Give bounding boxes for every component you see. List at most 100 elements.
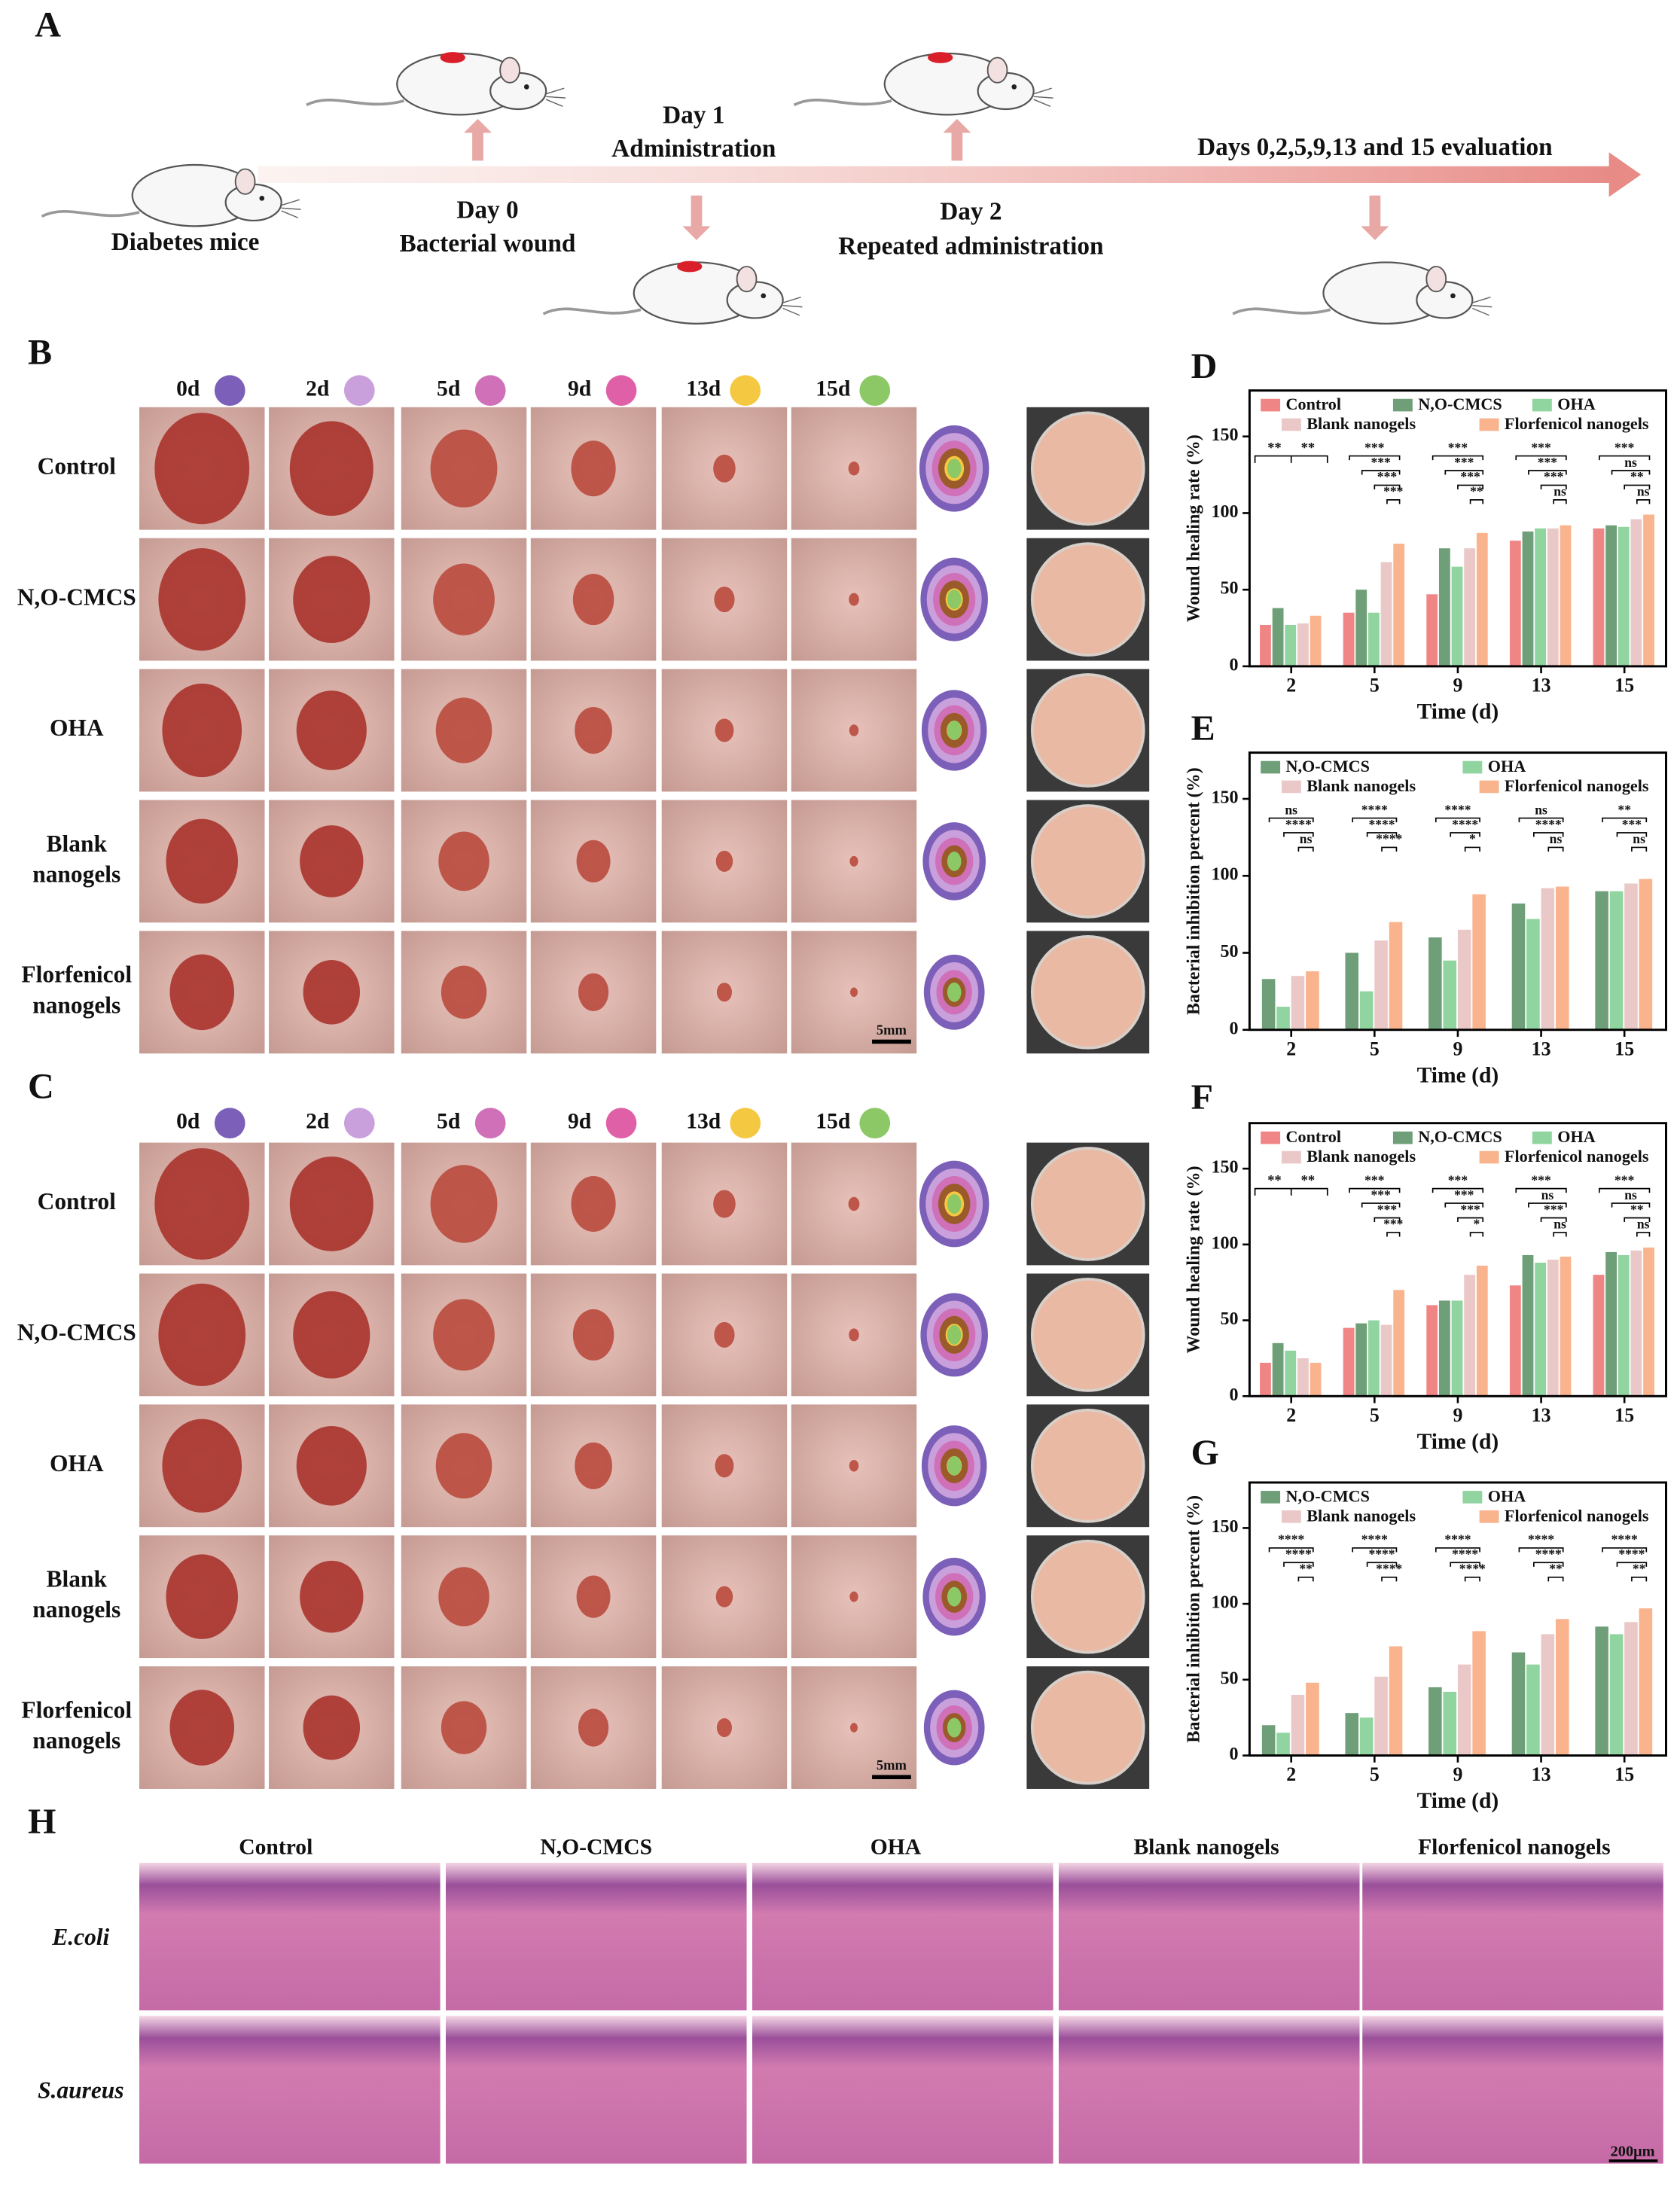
day-color-dot (343, 375, 375, 406)
wound (169, 954, 235, 1031)
significance-label: ns (1535, 802, 1547, 817)
significance-bracket (1432, 1187, 1484, 1193)
y-tick-label: 150 (1212, 425, 1239, 445)
bar (1541, 888, 1555, 1030)
x-tick-label: 13 (1532, 1404, 1551, 1426)
histology-row-label: S.aureus (38, 2077, 123, 2103)
y-tick-label: 50 (1221, 1668, 1239, 1688)
wound (435, 697, 492, 763)
wound (575, 1442, 612, 1489)
group-label: Florfenicol (21, 1696, 132, 1723)
bar (1605, 1251, 1617, 1397)
agar-plate (1030, 804, 1145, 919)
wound (571, 1175, 616, 1232)
mouse-whiskers (1472, 296, 1492, 316)
significance-label: *** (1544, 1202, 1564, 1217)
day-color-dot (214, 1108, 245, 1139)
bar (1476, 532, 1488, 666)
significance-bracket (1374, 1217, 1401, 1223)
wound-trace (947, 982, 962, 1002)
bar (1443, 1691, 1457, 1756)
y-tick-label: 0 (1230, 1745, 1239, 1764)
significance-bracket (1602, 1547, 1648, 1553)
significance-label: **** (1278, 1532, 1304, 1547)
legend-label: Control (1285, 1127, 1341, 1146)
bar (1522, 531, 1534, 666)
wound (713, 454, 736, 483)
legend-label: Blank nanogels (1306, 1506, 1416, 1525)
significance-label: ns (1285, 802, 1297, 817)
day-color-dot (474, 1108, 506, 1139)
mouse-ear (499, 56, 520, 84)
legend-swatch (1532, 398, 1552, 412)
wound (162, 683, 242, 778)
group-label: nanogels (32, 861, 120, 887)
x-axis-label: Time (d) (1417, 1430, 1499, 1454)
y-tick-label: 100 (1212, 1233, 1239, 1253)
significance-label: *** (1544, 469, 1564, 484)
significance-label: **** (1368, 817, 1395, 832)
bar (1464, 1275, 1476, 1397)
significance-label: **** (1285, 1547, 1312, 1562)
bar (1343, 1327, 1355, 1397)
significance-label: **** (1452, 1547, 1478, 1562)
significance-bracket (1528, 470, 1567, 475)
y-tick-label: 50 (1221, 1309, 1239, 1329)
bar (1630, 1250, 1642, 1397)
bar (1426, 1305, 1438, 1397)
legend-label: OHA (1557, 395, 1596, 413)
mouse-whiskers (782, 296, 803, 316)
mouse-ear (1425, 266, 1447, 293)
wound (715, 1454, 734, 1478)
bar (1609, 1634, 1624, 1756)
significance-bracket (1636, 1232, 1651, 1237)
wound (848, 461, 860, 476)
day-label: 15d (816, 376, 851, 401)
significance-bracket (1547, 1576, 1564, 1582)
x-tick-label: 9 (1453, 675, 1462, 696)
timeline-label: Bacterial wound (400, 230, 576, 258)
histology-column-label: Blank nanogels (1133, 1835, 1279, 1859)
bar (1393, 544, 1405, 666)
wound (158, 548, 246, 651)
bar (1630, 519, 1642, 666)
y-tick-label: 0 (1230, 1385, 1239, 1405)
bar (1310, 615, 1322, 666)
x-tick-label: 15 (1614, 1404, 1634, 1426)
bar (1272, 608, 1284, 666)
significance-label: ns (1541, 1187, 1554, 1202)
legend-label: OHA (1557, 1127, 1596, 1146)
bar (1438, 1300, 1450, 1397)
histology-column-label: OHA (870, 1835, 922, 1859)
bar (1367, 1320, 1380, 1397)
significance-label: *** (1371, 1187, 1391, 1202)
histology-image (139, 2016, 441, 2164)
significance-label: ** (1470, 484, 1483, 499)
mouse-whiskers (281, 199, 301, 218)
group-label: nanogels (32, 1596, 120, 1623)
legend-label: N,O-CMCS (1285, 757, 1370, 776)
significance-label: ns (1553, 484, 1566, 499)
wound-spot (677, 261, 703, 273)
significance-bracket (1450, 832, 1480, 837)
day-color-dot (730, 1108, 761, 1139)
legend-label: Blank nanogels (1306, 1147, 1416, 1166)
legend-swatch (1479, 780, 1499, 794)
significance-label: **** (1376, 1562, 1402, 1577)
significance-bracket (1602, 817, 1648, 823)
timeline-label: Days 0,2,5,9,13 and 15 evaluation (1197, 133, 1553, 161)
wound-trace (947, 1194, 962, 1214)
histology-column-label: Florfenicol nanogels (1418, 1835, 1611, 1859)
significance-bracket (1435, 1547, 1480, 1553)
x-tick-label: 13 (1532, 1038, 1551, 1059)
bar (1457, 929, 1471, 1030)
significance-bracket (1349, 455, 1401, 461)
significance-label: **** (1535, 1547, 1562, 1562)
y-tick-label: 100 (1212, 502, 1239, 522)
group-label: Control (38, 453, 116, 479)
significance-label: ** (1267, 440, 1281, 456)
day-label: 5d (437, 1109, 461, 1133)
y-tick-label: 100 (1212, 865, 1239, 885)
agar-plate (1030, 542, 1145, 657)
legend-swatch (1479, 1150, 1499, 1164)
